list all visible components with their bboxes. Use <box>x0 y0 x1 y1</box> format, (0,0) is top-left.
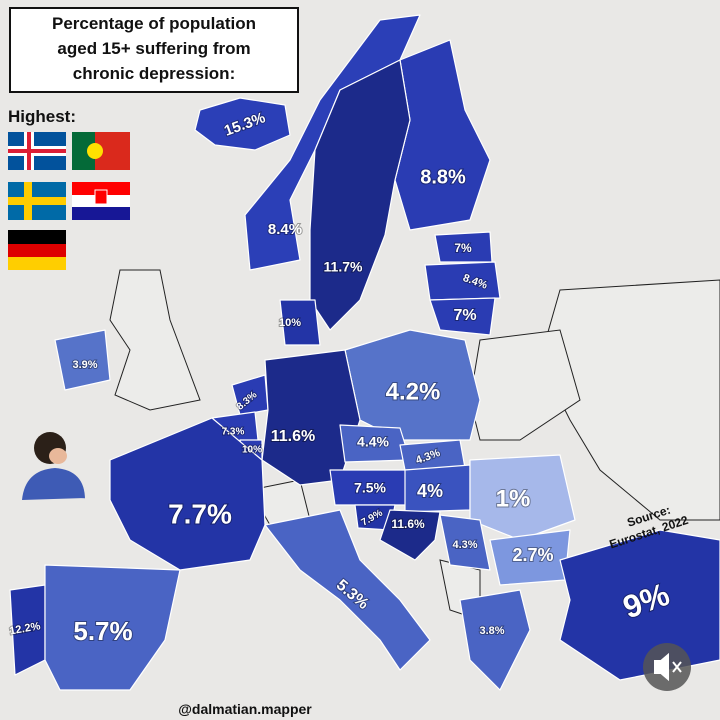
highest-label: Highest: <box>8 107 76 126</box>
lithuania <box>429 297 496 336</box>
sweden <box>309 59 411 331</box>
region-label: 11.6% <box>271 428 315 445</box>
flag-part <box>8 149 66 153</box>
flag-part <box>72 132 95 170</box>
region-label: 10% <box>242 445 262 456</box>
region-label: 8.8% <box>420 166 466 188</box>
germany <box>261 349 361 486</box>
region-label: 7% <box>453 307 476 324</box>
flag-part <box>87 143 103 159</box>
region-label: 8.4% <box>268 221 302 238</box>
region-label: 3.8% <box>479 625 504 637</box>
norway <box>244 14 421 271</box>
italy <box>264 509 431 671</box>
region-labels: 15.3%8.8%8.4%11.7%7%8.4%7%10%3.9%4.2%8.3… <box>8 108 675 647</box>
region-label: 4% <box>417 481 443 501</box>
flag-part <box>94 189 108 205</box>
flags <box>8 132 130 270</box>
title-line: Percentage of population <box>52 14 256 33</box>
region-label: 7.7% <box>168 498 232 529</box>
person-face <box>49 448 67 464</box>
land-britain <box>109 269 201 411</box>
title-box <box>9 7 299 93</box>
region-label: 1% <box>496 485 531 512</box>
region-label: 11.6% <box>391 517 425 531</box>
region-label: 7% <box>454 241 472 255</box>
person-icon <box>22 432 85 500</box>
region-label: 11.7% <box>324 259 363 275</box>
flag-part <box>8 197 66 205</box>
latvia <box>424 261 501 301</box>
flag-part <box>72 207 130 220</box>
poland <box>344 329 481 441</box>
ireland <box>54 329 111 391</box>
iceland <box>194 97 291 151</box>
denmark <box>279 299 321 346</box>
flag-part <box>24 182 32 220</box>
title-line: aged 15+ suffering from <box>57 39 250 58</box>
flag-croatia <box>72 182 130 195</box>
title-line: chronic depression: <box>73 64 235 83</box>
flag-germany <box>8 230 66 244</box>
flag-part <box>8 257 66 270</box>
mute-icon <box>654 652 682 682</box>
serbia <box>439 514 491 571</box>
credit: @dalmatian.mapper <box>178 701 312 717</box>
person-body <box>22 468 85 500</box>
region-label: 5.7% <box>73 616 132 646</box>
region-label: 2.7% <box>512 545 553 565</box>
region-label: 3.9% <box>72 359 97 371</box>
spain <box>44 564 181 691</box>
region-label: 4.4% <box>357 434 389 450</box>
region-label: 4.3% <box>452 539 477 551</box>
flag-part <box>8 244 66 257</box>
france <box>109 417 266 571</box>
croatia <box>379 509 441 561</box>
romania <box>469 454 576 541</box>
region-label: 7.5% <box>354 480 386 496</box>
region-label: 7.3% <box>222 427 245 438</box>
flag-part <box>27 132 31 170</box>
region-label: 10% <box>279 317 301 329</box>
title: Percentage of population aged 15+ suffer… <box>52 14 256 83</box>
greece <box>459 589 531 691</box>
region-label: 4.2% <box>386 378 441 405</box>
